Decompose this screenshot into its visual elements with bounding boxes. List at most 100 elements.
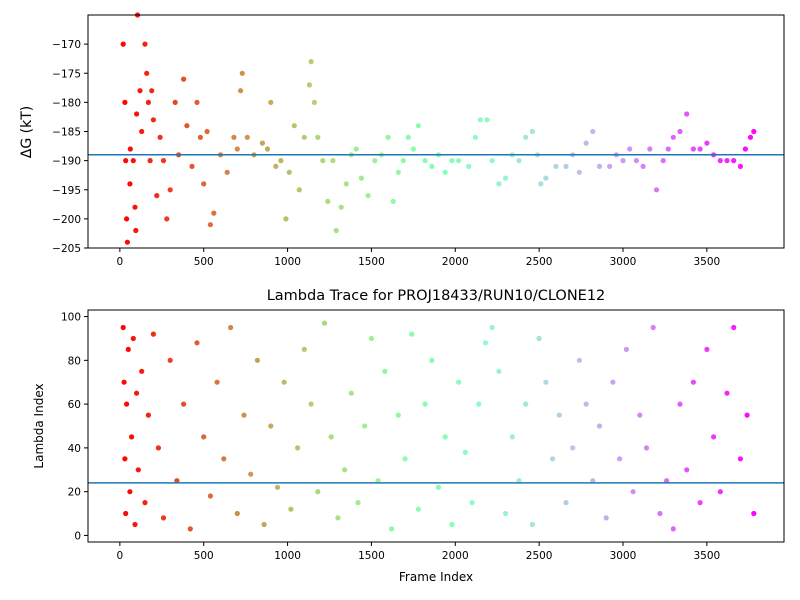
data-point [124,239,130,245]
data-point [469,500,475,506]
data-point [137,88,143,94]
y-tick-label: −170 [52,39,81,51]
y-axis-ticks: −205 −200 −195 −190 −185 −180 −175 −170 [52,39,88,255]
data-point [254,357,260,363]
x-tick-label: 500 [194,550,214,562]
data-point [308,401,314,407]
data-point [422,158,428,164]
y-tick-label: −190 [52,156,81,168]
data-point [382,368,388,374]
data-point [130,335,136,342]
data-point [449,158,455,164]
data-point [690,146,697,152]
data-point [477,117,483,123]
data-point [167,357,173,363]
data-point [731,158,737,164]
data-point [286,169,292,175]
data-point [315,489,321,495]
data-point [132,521,138,528]
data-point [660,158,666,164]
data-point [184,123,190,129]
data-point [124,401,130,407]
x-tick-label: 1000 [274,550,301,562]
data-point [747,134,754,140]
data-point [389,526,395,532]
data-point [653,187,660,193]
data-point [124,216,130,222]
data-point [395,169,401,175]
lambda-trace-panel: Lambda Trace for PROJ18433/RUN10/CLONE12… [32,288,785,584]
data-point [281,379,287,385]
data-point [670,134,676,140]
y-tick-label: −200 [52,214,81,226]
data-point [155,445,161,451]
data-point [133,227,139,234]
data-point [717,489,723,495]
data-point [288,506,294,512]
data-point [657,510,663,517]
data-point [476,401,482,407]
data-point [617,456,623,462]
data-point [333,227,339,234]
data-point [197,134,203,140]
data-point [697,146,703,152]
data-point [291,123,297,129]
data-point [523,134,529,140]
data-point [650,324,656,331]
data-point [283,216,289,222]
data-point [516,478,522,484]
data-point [239,70,245,76]
data-point [244,134,250,140]
data-point [160,158,167,164]
data-point [129,434,135,440]
data-point [704,346,710,352]
y-tick-label: 40 [68,443,81,455]
y-axis-label: ΔG (kT) [19,106,35,158]
data-point [149,88,155,94]
x-tick-label: 3500 [693,550,720,562]
data-point [231,134,237,140]
data-point [603,515,609,521]
data-point [157,134,163,140]
data-point [684,467,690,473]
data-point [122,99,128,105]
data-point [429,357,435,363]
data-point [751,128,757,135]
data-point [144,70,150,76]
data-point [207,222,213,228]
data-point [330,158,336,164]
data-point [456,379,462,385]
data-point [596,163,603,169]
data-point [278,158,284,164]
data-point [342,467,348,473]
data-point [442,169,448,175]
data-point [234,510,240,517]
data-point [145,412,151,418]
data-point [664,478,670,484]
data-point [311,99,317,105]
data-point [643,445,650,451]
data-point [123,158,129,164]
y-tick-label: −175 [52,68,81,80]
data-point [395,412,401,418]
data-point [362,423,368,429]
data-point [523,401,529,407]
data-point [338,204,344,210]
data-point [167,187,173,193]
data-point [385,134,391,140]
data-point [121,379,127,385]
data-point [684,111,690,117]
data-point [405,134,411,140]
data-point [637,412,643,418]
data-point [610,379,616,385]
x-axis-label: Frame Index [399,570,473,584]
data-point [529,521,536,528]
data-point [273,163,279,169]
data-point [630,489,636,495]
data-point [174,478,180,484]
data-point [343,181,349,187]
data-point [737,163,744,169]
data-point [536,335,542,342]
data-point [135,467,141,473]
data-point [563,163,569,169]
